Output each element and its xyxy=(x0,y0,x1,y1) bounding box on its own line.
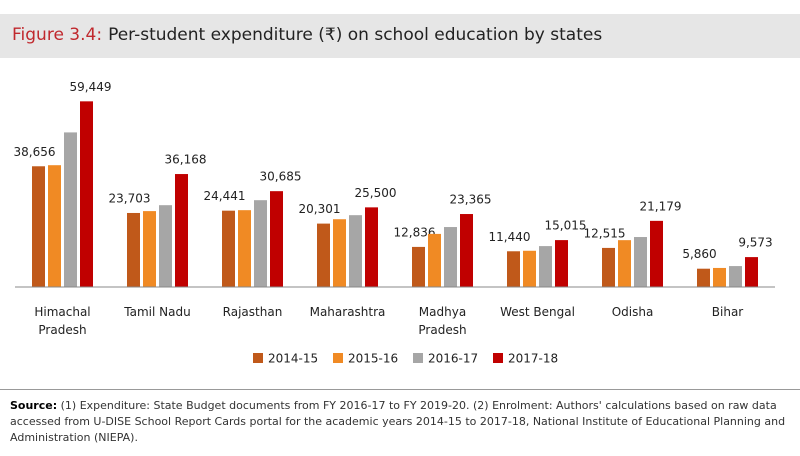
bar xyxy=(444,227,457,287)
source-text: (1) Expenditure: State Budget documents … xyxy=(10,399,786,444)
x-tick-label: Madhya Pradesh xyxy=(418,305,466,337)
value-label: 20,301 xyxy=(299,202,341,216)
value-label: 12,836 xyxy=(394,225,436,239)
legend-label: 2014-15 xyxy=(268,352,318,366)
bar xyxy=(555,240,568,287)
separator xyxy=(0,389,800,390)
legend-label: 2015-16 xyxy=(348,352,398,366)
legend-swatch xyxy=(253,353,263,363)
title: Figure 3.4: Per-student expenditure (₹) o… xyxy=(12,25,602,45)
bar xyxy=(729,266,742,287)
legend-swatch xyxy=(493,353,503,363)
bar xyxy=(539,246,552,287)
bar xyxy=(48,165,61,287)
value-label: 59,449 xyxy=(70,80,112,94)
x-tick-label: West Bengal xyxy=(500,305,575,319)
chart: Himachal Pradesh 38,656 59,449 Tamil Nadu 23,… xyxy=(14,80,775,366)
bar xyxy=(412,246,425,287)
bar xyxy=(64,132,77,287)
legend-swatch xyxy=(413,353,423,363)
bar xyxy=(365,207,378,287)
value-label: 30,685 xyxy=(260,170,302,184)
title-bar xyxy=(0,14,800,58)
value-label: 9,573 xyxy=(738,236,772,250)
bar xyxy=(428,233,441,287)
value-label: 24,441 xyxy=(204,189,246,203)
value-label: 15,015 xyxy=(545,219,587,233)
value-label: 23,703 xyxy=(109,191,151,205)
bar xyxy=(270,191,283,287)
bar xyxy=(159,205,172,287)
x-tick-label: Rajasthan xyxy=(223,305,283,319)
value-label: 11,440 xyxy=(489,230,531,244)
figure-label: Figure 3.4: xyxy=(12,25,103,45)
legend-swatch xyxy=(333,353,343,363)
x-tick-label: Bihar xyxy=(712,305,744,319)
value-label: 5,860 xyxy=(682,247,716,261)
bar xyxy=(127,212,140,287)
bar xyxy=(175,174,188,287)
bar xyxy=(349,215,362,287)
bar xyxy=(222,210,235,287)
value-label: 25,500 xyxy=(355,186,397,200)
legend-label: 2017-18 xyxy=(508,352,558,366)
bar xyxy=(650,220,663,287)
bar xyxy=(460,214,473,287)
bar xyxy=(713,267,726,287)
bar xyxy=(602,247,615,287)
bar xyxy=(523,250,536,287)
x-tick-label: Tamil Nadu xyxy=(123,305,190,319)
value-label: 23,365 xyxy=(450,193,492,207)
bar xyxy=(745,257,758,287)
bar xyxy=(254,200,267,287)
legend-label: 2016-17 xyxy=(428,352,478,366)
bar xyxy=(697,268,710,287)
value-label: 38,656 xyxy=(14,145,56,159)
bar xyxy=(507,251,520,287)
source-note: Source: (1) Expenditure: State Budget do… xyxy=(10,398,790,446)
value-label: 36,168 xyxy=(165,153,207,167)
bar xyxy=(80,101,93,287)
x-tick-label: Odisha xyxy=(612,305,654,319)
bar xyxy=(143,211,156,287)
x-tick-label: Himachal Pradesh xyxy=(34,305,90,337)
source-label: Source: xyxy=(10,399,58,412)
chart-title: Per-student expenditure (₹) on school ed… xyxy=(108,25,603,45)
bar xyxy=(333,219,346,287)
value-label: 12,515 xyxy=(584,226,626,240)
bar xyxy=(634,237,647,287)
bar xyxy=(238,210,251,287)
bar xyxy=(317,223,330,287)
bar xyxy=(618,240,631,287)
x-tick-label: Maharashtra xyxy=(310,305,386,319)
value-label: 21,179 xyxy=(640,199,682,213)
bar xyxy=(32,166,45,287)
